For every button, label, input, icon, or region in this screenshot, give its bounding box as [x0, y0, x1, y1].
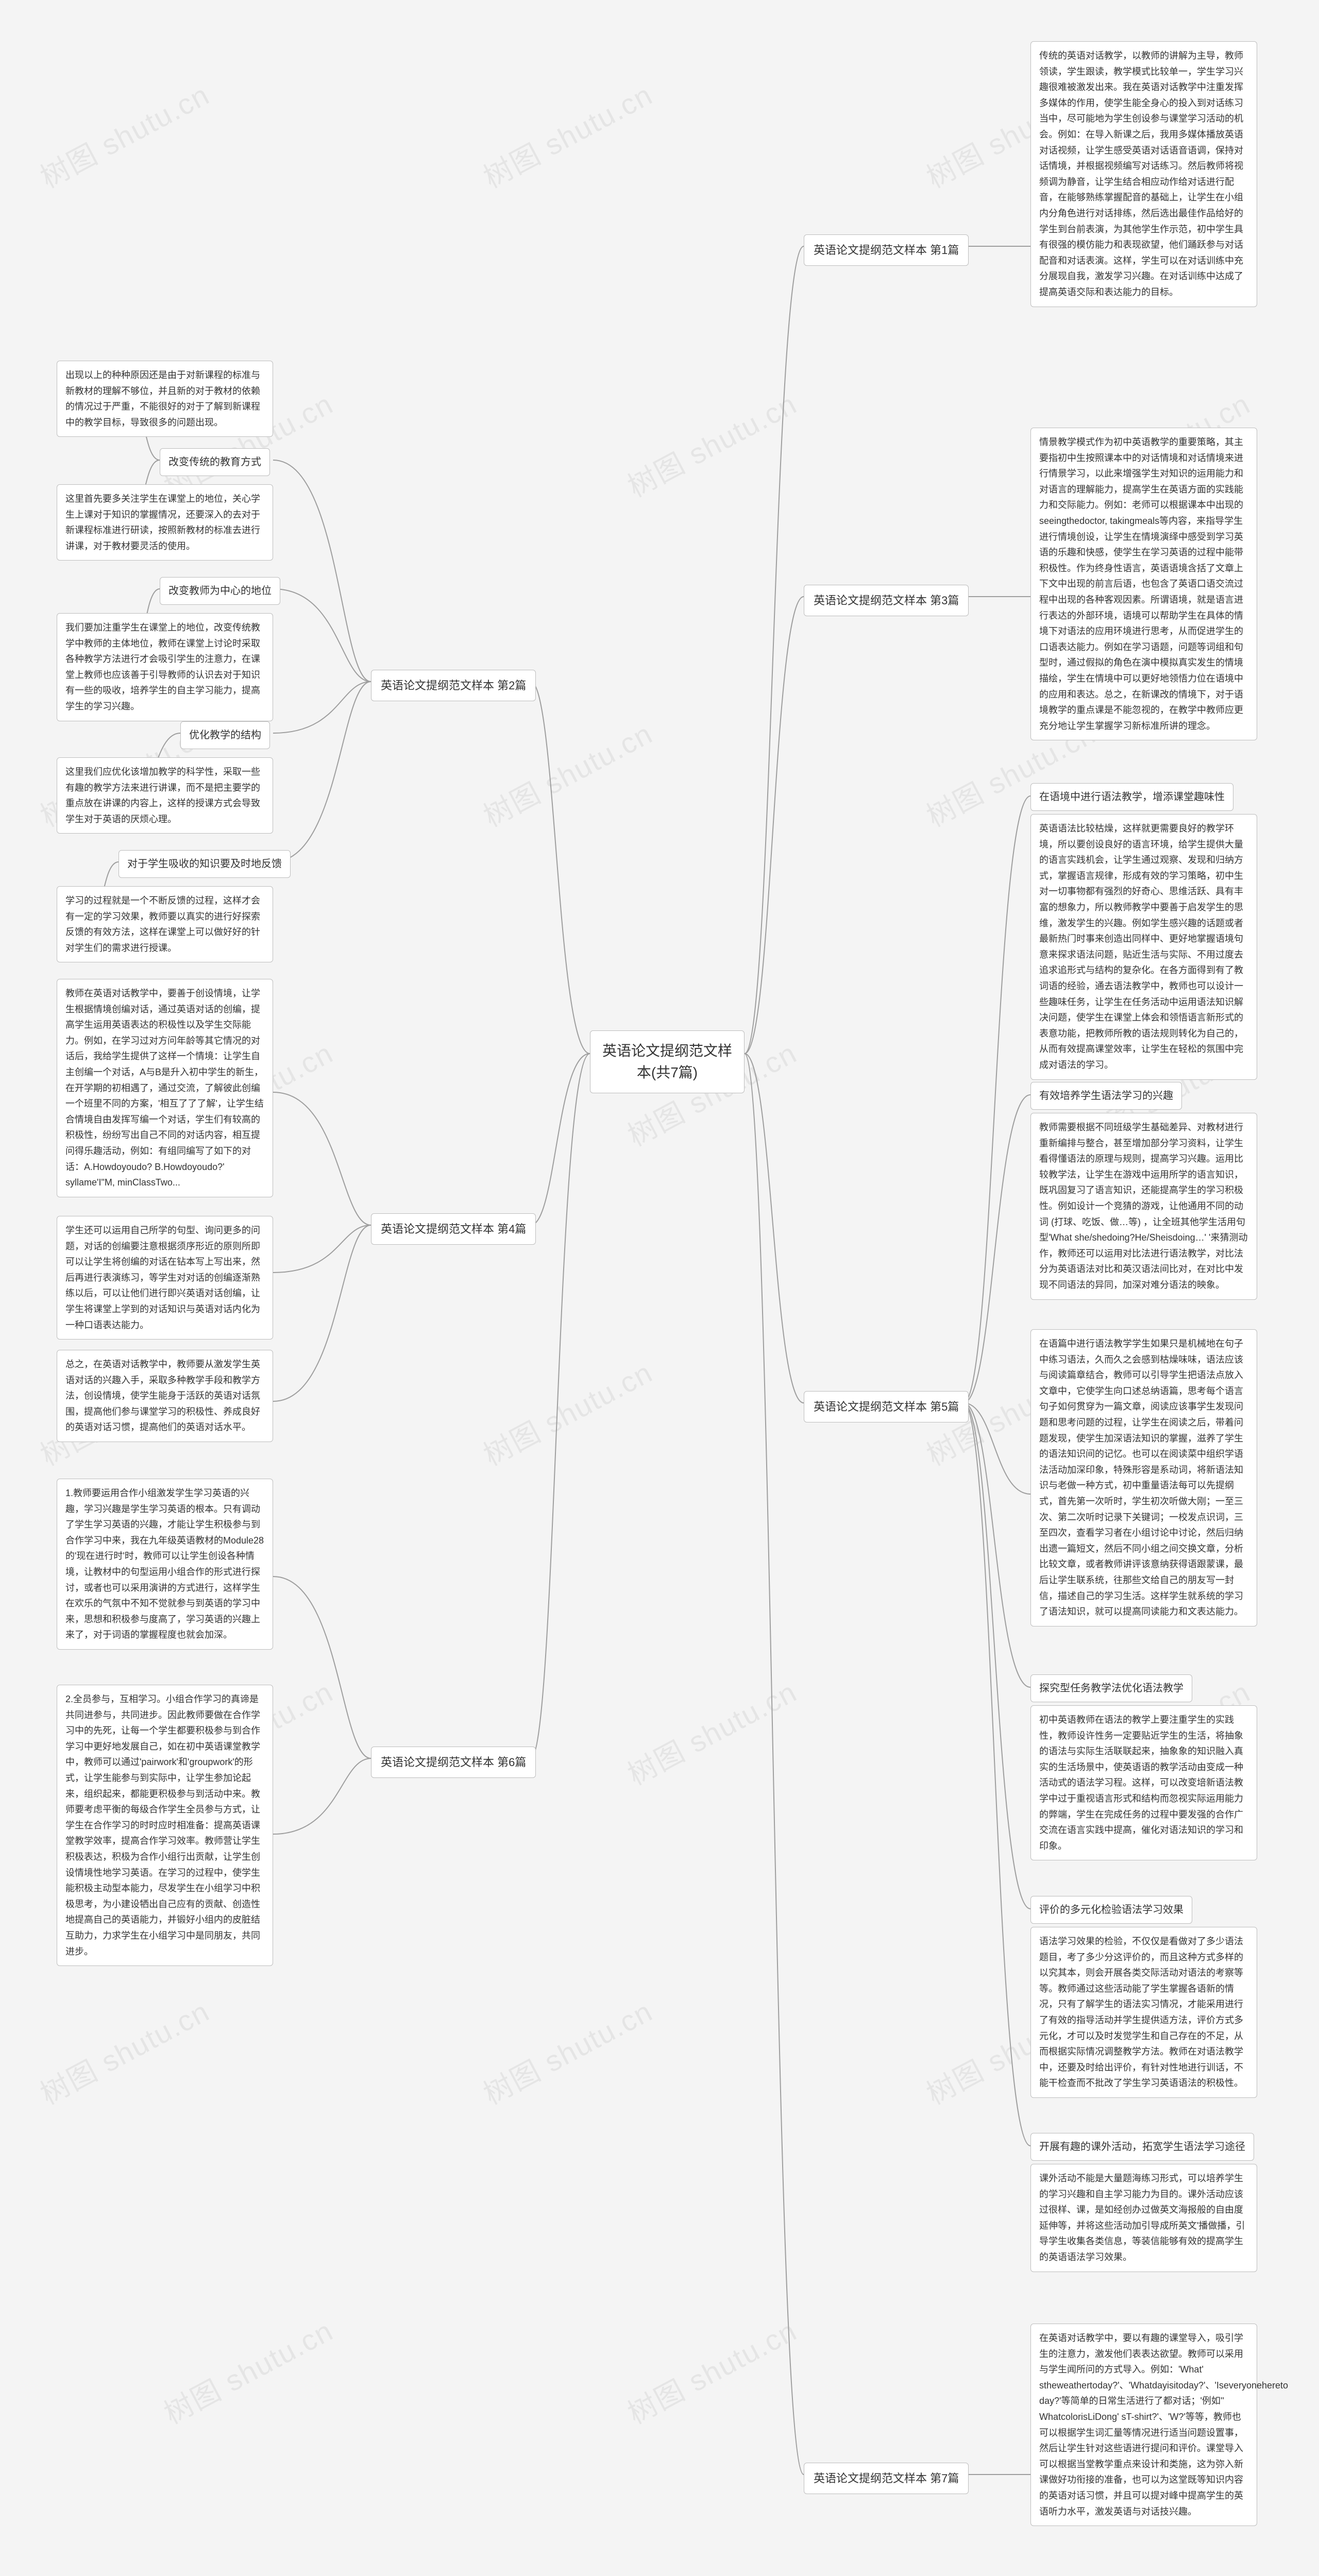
branch-5-sub-5-title: 评价的多元化检验语法学习效果	[1030, 1896, 1192, 1924]
branch-2-sub-1-leaf-below: 这里首先要多关注学生在课堂上的地位，关心学生上课对于知识的掌握情况，还要深入的去…	[57, 484, 273, 561]
branch-2-sub-4-title: 对于学生吸收的知识要及时地反馈	[119, 850, 291, 878]
branch-5-sub-6-title: 开展有趣的课外活动，拓宽学生语法学习途径	[1030, 2133, 1254, 2161]
branch-3-leaf: 情景教学模式作为初中英语教学的重要策略，其主要指初中生按照课本中的对话情境和对话…	[1030, 428, 1257, 740]
watermark: 树图 shutu.cn	[475, 72, 659, 196]
branch-2-sub-2-leaf: 我们要加注重学生在课堂上的地位，改变传统教学中教师的主体地位，教师在课堂上讨论时…	[57, 613, 273, 721]
branch-2-sub-1-leaf-above: 出现以上的种种原因还是由于对新课程的标准与新教材的理解不够位，并且新的对于教材的…	[57, 361, 273, 437]
branch-4-leaf-2: 学生还可以运用自己所学的句型、询问更多的问题，对话的创编要注意根据须序形近的原则…	[57, 1216, 273, 1340]
branch-4-leaf-1: 教师在英语对话教学中，要善于创设情境，让学生根据情境创编对话，通过英语对话的创编…	[57, 979, 273, 1197]
watermark: 树图 shutu.cn	[32, 1989, 216, 2113]
branch-6-leaf-1: 1.教师要运用合作小组激发学生学习英语的兴趣，学习兴趣是学生学习英语的根本。只有…	[57, 1479, 273, 1650]
watermark: 树图 shutu.cn	[619, 1669, 803, 1793]
watermark: 树图 shutu.cn	[475, 711, 659, 835]
watermark: 树图 shutu.cn	[619, 2308, 803, 2432]
branch-3-title: 英语论文提纲范文样本 第3篇	[804, 585, 969, 616]
branch-5-sub-3: 在语篇中进行语法教学学生如果只是机械地在句子中练习语法，久而久之会感到枯燥味味，…	[1030, 1329, 1257, 1626]
branch-6-title: 英语论文提纲范文样本 第6篇	[371, 1747, 536, 1778]
branch-5-sub-5-leaf: 语法学习效果的检验，不仅仅是看做对了多少语法题目，考了多少分这评价的，而且这种方…	[1030, 1927, 1257, 2098]
watermark: 树图 shutu.cn	[32, 72, 216, 196]
branch-2-sub-4-leaf: 学习的过程就是一个不断反馈的过程，这样才会有一定的学习效果，教师要以真实的进行好…	[57, 886, 273, 962]
branch-5-sub-4-title: 探究型任务教学法优化语法教学	[1030, 1674, 1192, 1702]
branch-7-title: 英语论文提纲范文样本 第7篇	[804, 2463, 969, 2494]
branch-5-sub-4-leaf: 初中英语教师在语法的教学上要注重学生的实践性，教师设许性务一定要贴近学生的生活，…	[1030, 1705, 1257, 1860]
branch-2-sub-1-title: 改变传统的教育方式	[160, 448, 270, 476]
branch-5-sub-2-leaf: 教师需要根据不同班级学生基础差异、对教材进行重新编排与整合，甚至增加部分学习资料…	[1030, 1113, 1257, 1300]
branch-2-sub-3-leaf: 这里我们应优化该增加教学的科学性，采取一些有趣的教学方法来进行讲课，而不是把主要…	[57, 757, 273, 834]
branch-4-leaf-3: 总之，在英语对话教学中，教师要从激发学生英语对话的兴趣入手，采取多种教学手段和教…	[57, 1350, 273, 1442]
branch-6-leaf-2: 2.全员参与，互相学习。小组合作学习的真谛是共同进参与，共同进步。因此教师要做在…	[57, 1685, 273, 1966]
branch-2-sub-3-title: 优化教学的结构	[180, 721, 270, 749]
watermark: 树图 shutu.cn	[475, 1350, 659, 1474]
branch-1-title: 英语论文提纲范文样本 第1篇	[804, 234, 969, 266]
branch-1-leaf: 传统的英语对话教学，以教师的讲解为主导，教师领读，学生跟读，教学模式比较单一，学…	[1030, 41, 1257, 307]
watermark: 树图 shutu.cn	[156, 2308, 340, 2432]
branch-5-sub-1-title: 在语境中进行语法教学，增添课堂趣味性	[1030, 783, 1233, 811]
branch-5-sub-6-leaf: 课外活动不能是大量题海练习形式，可以培养学生的学习兴趣和自主学习能力为目的。课外…	[1030, 2164, 1257, 2272]
branch-2-title: 英语论文提纲范文样本 第2篇	[371, 670, 536, 701]
branch-4-title: 英语论文提纲范文样本 第4篇	[371, 1213, 536, 1245]
watermark: 树图 shutu.cn	[619, 381, 803, 505]
branch-2-sub-2-title: 改变教师为中心的地位	[160, 577, 280, 605]
root-node: 英语论文提纲范文样本(共7篇)	[590, 1030, 745, 1093]
branch-5-title: 英语论文提纲范文样本 第5篇	[804, 1391, 969, 1422]
branch-7-leaf: 在英语对话教学中，要以有趣的课堂导入，吸引学生的注意力，激发他们表表达欲望。教师…	[1030, 2324, 1257, 2526]
branch-5-sub-1-leaf: 英语语法比较枯燥，这样就更需要良好的教学环境，所以要创设良好的语言环境，给学生提…	[1030, 814, 1257, 1080]
branch-5-sub-2-title: 有效培养学生语法学习的兴趣	[1030, 1082, 1182, 1110]
watermark: 树图 shutu.cn	[475, 1989, 659, 2113]
